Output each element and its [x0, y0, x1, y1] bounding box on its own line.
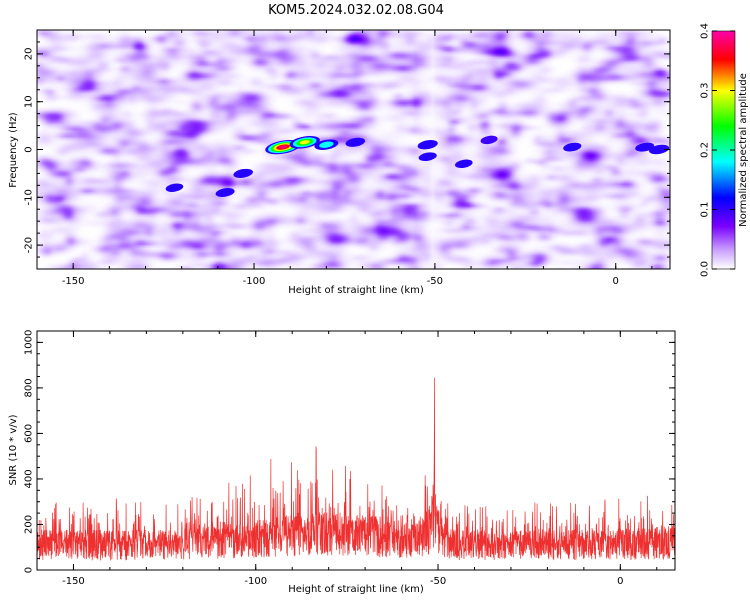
heatmap-x-tick-label: 0: [613, 276, 619, 287]
colorbar: 0.0 0.1 0.2 0.3 0.4 Normalized spectral ampl…: [700, 23, 750, 277]
heatmap-y-tick-label: -20: [24, 237, 35, 253]
heatmap-hotspot: [417, 140, 438, 150]
heatmap-hotspot: [345, 137, 366, 147]
heatmap-hotspots: [165, 135, 670, 197]
heatmap-y-tick-label: -10: [24, 189, 35, 205]
snr-frame: [36, 330, 676, 571]
snr-y-tick-label: 400: [24, 469, 35, 488]
heatmap-x-tick-label: -150: [62, 276, 85, 287]
heatmap-hotspot: [233, 168, 253, 178]
snr-x-ticks: -150 -100 -50 0: [36, 331, 658, 587]
heatmap-x-tick-label: -50: [427, 276, 443, 287]
chart-title: KOM5.2024.032.02.08.G04: [268, 3, 444, 18]
heatmap-hotspot: [480, 135, 498, 145]
heatmap-y-label: Frequency (Hz): [8, 112, 19, 188]
colorbar-tick-label: 0.4: [700, 23, 711, 39]
snr-x-tick-label: -100: [244, 576, 267, 587]
snr-y-tick-label: 200: [24, 515, 35, 534]
heatmap-x-tick-label: -100: [243, 276, 266, 287]
heatmap-hotspot: [278, 145, 288, 149]
heatmap-hotspot: [455, 159, 473, 169]
snr-x-tick-label: -150: [62, 576, 85, 587]
colorbar-tick-label: 0.3: [700, 83, 711, 99]
heatmap-hotspot: [299, 140, 310, 145]
snr-x-tick-label: 0: [617, 576, 623, 587]
heatmap-hotspot: [319, 141, 334, 148]
heatmap-hotspot: [418, 152, 437, 162]
heatmap-y-tick-label: 20: [24, 48, 35, 61]
colorbar-tick-label: 0.2: [700, 142, 711, 158]
snr-x-label: Height of straight line (km): [288, 584, 424, 595]
snr-y-tick-label: 600: [24, 424, 35, 443]
heatmap-y-tick-label: 0: [24, 146, 35, 152]
snr-y-tick-label: 0: [24, 567, 35, 573]
heatmap-hotspot: [649, 144, 670, 155]
colorbar-ticks: 0.0 0.1 0.2 0.3 0.4: [700, 23, 735, 277]
colorbar-tick-label: 0.1: [700, 202, 711, 218]
snr-y-ticks: 0 200 400 600 800 1000: [24, 330, 675, 573]
heatmap-hotspot: [563, 142, 582, 152]
snr-y-tick-label: 800: [24, 378, 35, 397]
heatmap-x-label: Height of straight line (km): [288, 285, 424, 296]
heatmap-hotspot: [635, 142, 655, 152]
colorbar-tick-label: 0.0: [700, 261, 711, 277]
heatmap-x-ticks: -150 -100 -50 0: [36, 30, 653, 287]
heatmap-hotspot: [165, 183, 184, 192]
colorbar-label: Normalized spectral amplitude: [738, 73, 749, 227]
snr-panel: -150 -100 -50 0 0 200 400 600 800 1000 Height of…: [8, 330, 676, 595]
snr-x-tick-label: -50: [430, 576, 446, 587]
heatmap-y-ticks: -20 -10 0 10 20: [24, 29, 670, 270]
snr-series-line: [37, 377, 675, 561]
heatmap-y-tick-label: 10: [24, 95, 35, 108]
heatmap-hotspot: [215, 188, 235, 197]
snr-y-tick-label: 1000: [24, 330, 35, 355]
snr-y-label: SNR (10 * v/v): [8, 414, 19, 485]
